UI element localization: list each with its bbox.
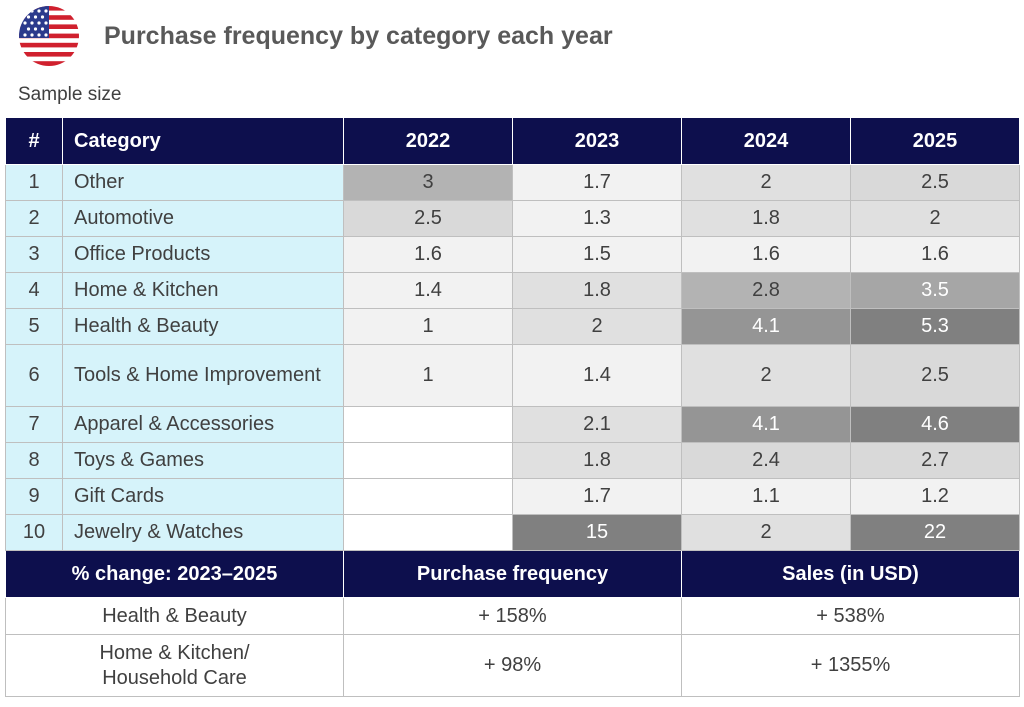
column-header-year: 2025 — [850, 117, 1020, 165]
value-cell: 2 — [512, 308, 682, 345]
table-row: 5 Health & Beauty 1 2 4.1 5.3 — [5, 308, 1020, 345]
value-cell: 2.1 — [512, 406, 682, 443]
row-number: 8 — [5, 442, 63, 479]
row-number: 9 — [5, 478, 63, 515]
table-row: 2 Automotive 2.5 1.3 1.8 2 — [5, 200, 1020, 237]
value-cell: 2.7 — [850, 442, 1020, 479]
summary-frequency: + 98% — [343, 634, 682, 697]
value-cell: 1.5 — [512, 236, 682, 273]
row-category: Tools & Home Improvement — [62, 344, 344, 407]
row-number: 2 — [5, 200, 63, 237]
summary-header-sales: Sales (in USD) — [681, 550, 1020, 598]
value-cell: 1.4 — [343, 272, 513, 309]
row-category: Automotive — [62, 200, 344, 237]
value-cell — [343, 514, 513, 551]
row-category: Office Products — [62, 236, 344, 273]
value-cell: 2.5 — [343, 200, 513, 237]
row-category: Health & Beauty — [62, 308, 344, 345]
value-cell: 1.1 — [681, 478, 851, 515]
column-header-num: # — [5, 117, 63, 165]
table-row: 8 Toys & Games 1.8 2.4 2.7 — [5, 442, 1020, 479]
page-title: Purchase frequency by category each year — [104, 22, 613, 50]
summary-sales: + 538% — [681, 597, 1020, 635]
value-cell: 1.7 — [512, 478, 682, 515]
value-cell: 5.3 — [850, 308, 1020, 345]
column-header-year: 2024 — [681, 117, 851, 165]
table-row: 1 Other 3 1.7 2 2.5 — [5, 164, 1020, 201]
row-category: Home & Kitchen — [62, 272, 344, 309]
value-cell — [343, 478, 513, 515]
row-number: 3 — [5, 236, 63, 273]
summary-frequency: + 158% — [343, 597, 682, 635]
value-cell: 1 — [343, 308, 513, 345]
us-flag-icon — [19, 6, 79, 66]
table-row: 10 Jewelry & Watches 15 2 22 — [5, 514, 1020, 551]
value-cell: 1.8 — [512, 272, 682, 309]
value-cell: 2.4 — [681, 442, 851, 479]
value-cell: 2 — [681, 514, 851, 551]
summary-sales: + 1355% — [681, 634, 1020, 697]
value-cell: 1.6 — [343, 236, 513, 273]
row-category: Apparel & Accessories — [62, 406, 344, 443]
value-cell: 1.7 — [512, 164, 682, 201]
value-cell: 1.4 — [512, 344, 682, 407]
value-cell: 2.5 — [850, 164, 1020, 201]
row-number: 4 — [5, 272, 63, 309]
value-cell — [343, 442, 513, 479]
row-category: Toys & Games — [62, 442, 344, 479]
table-row: 3 Office Products 1.6 1.5 1.6 1.6 — [5, 236, 1020, 273]
value-cell: 1.3 — [512, 200, 682, 237]
value-cell: 2 — [681, 344, 851, 407]
row-number: 1 — [5, 164, 63, 201]
value-cell: 2.5 — [850, 344, 1020, 407]
column-header-category: Category — [62, 117, 344, 165]
column-header-year: 2022 — [343, 117, 513, 165]
value-cell: 1 — [343, 344, 513, 407]
value-cell: 4.6 — [850, 406, 1020, 443]
row-category: Other — [62, 164, 344, 201]
summary-header-change: % change: 2023–2025 — [5, 550, 344, 598]
value-cell: 1.6 — [850, 236, 1020, 273]
row-category: Jewelry & Watches — [62, 514, 344, 551]
table-row: 6 Tools & Home Improvement 1 1.4 2 2.5 — [5, 344, 1020, 407]
summary-label: Health & Beauty — [5, 597, 344, 635]
value-cell: 4.1 — [681, 406, 851, 443]
value-cell: 4.1 — [681, 308, 851, 345]
summary-row: Home & Kitchen/ Household Care + 98% + 1… — [5, 634, 1020, 697]
value-cell: 15 — [512, 514, 682, 551]
column-header-year: 2023 — [512, 117, 682, 165]
row-number: 5 — [5, 308, 63, 345]
summary-row: Health & Beauty + 158% + 538% — [5, 597, 1020, 635]
value-cell: 2 — [681, 164, 851, 201]
value-cell: 2 — [850, 200, 1020, 237]
value-cell: 1.8 — [681, 200, 851, 237]
value-cell: 2.8 — [681, 272, 851, 309]
row-number: 10 — [5, 514, 63, 551]
value-cell: 3 — [343, 164, 513, 201]
purchase-frequency-table: # Category 2022 2023 2024 2025 1 Other 3… — [5, 117, 1020, 697]
value-cell: 1.8 — [512, 442, 682, 479]
row-category: Gift Cards — [62, 478, 344, 515]
page-subtitle: Sample size — [18, 84, 122, 105]
value-cell: 3.5 — [850, 272, 1020, 309]
value-cell: 1.6 — [681, 236, 851, 273]
table-row: 7 Apparel & Accessories 2.1 4.1 4.6 — [5, 406, 1020, 443]
summary-label: Home & Kitchen/ Household Care — [5, 634, 344, 697]
row-number: 7 — [5, 406, 63, 443]
value-cell — [343, 406, 513, 443]
row-number: 6 — [5, 344, 63, 407]
summary-header-frequency: Purchase frequency — [343, 550, 682, 598]
table-row: 4 Home & Kitchen 1.4 1.8 2.8 3.5 — [5, 272, 1020, 309]
value-cell: 1.2 — [850, 478, 1020, 515]
summary-header-row: % change: 2023–2025 Purchase frequency S… — [5, 550, 1020, 598]
value-cell: 22 — [850, 514, 1020, 551]
table-header-row: # Category 2022 2023 2024 2025 — [5, 117, 1020, 165]
table-row: 9 Gift Cards 1.7 1.1 1.2 — [5, 478, 1020, 515]
